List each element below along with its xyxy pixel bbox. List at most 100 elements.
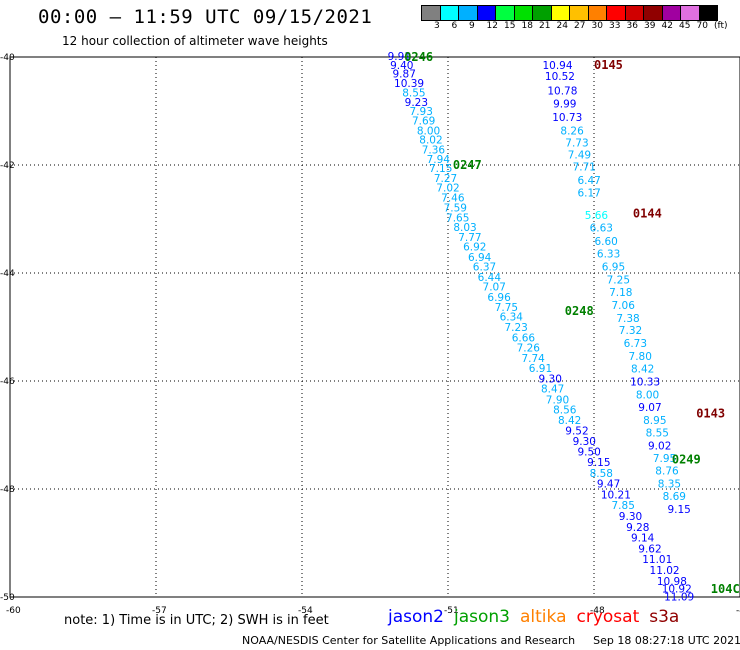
data-point-label: 7.94 <box>427 154 451 166</box>
data-point-label: 7.23 <box>504 322 527 334</box>
data-point-label: 7.65 <box>446 212 469 224</box>
data-point-label: 6.94 <box>468 252 492 264</box>
legend-swatch <box>624 5 644 21</box>
data-point-label: 9.91 <box>388 51 411 63</box>
legend-swatch <box>680 5 700 21</box>
data-point-label: 9.40 <box>390 60 413 72</box>
data-point-label: 8.00 <box>417 125 440 137</box>
data-point-label: 8.00 <box>636 390 659 402</box>
y-tick-label: -46 <box>0 377 15 387</box>
data-point-label: 9.14 <box>631 533 655 545</box>
data-point-label: 7.80 <box>629 351 652 363</box>
track-label: 0247 <box>453 158 482 172</box>
legend-label: 12 <box>486 21 498 31</box>
data-point-label: 6.34 <box>500 312 524 324</box>
data-point-label: 8.95 <box>643 415 666 427</box>
data-point-label: 6.33 <box>597 249 620 261</box>
data-point-label: 6.44 <box>478 272 502 284</box>
data-point-label: 7.49 <box>568 150 591 162</box>
data-point-label: 7.07 <box>483 282 506 294</box>
data-point-label: 9.30 <box>619 511 642 523</box>
data-point-label: 10.94 <box>542 60 572 72</box>
chart-subtitle: 12 hour collection of altimeter wave hei… <box>62 34 328 48</box>
data-point-label: 7.46 <box>441 192 465 204</box>
data-point-label: 7.02 <box>436 183 459 195</box>
legend-swatch <box>495 5 515 21</box>
data-point-label: 8.42 <box>558 415 581 427</box>
data-point-label: 10.92 <box>662 583 692 595</box>
data-point-label: 10.78 <box>547 85 577 97</box>
legend-label: 42 <box>661 21 673 31</box>
data-point-label: 7.85 <box>612 500 635 512</box>
legend-label: 18 <box>521 21 533 31</box>
data-point-label: 10.33 <box>630 377 660 389</box>
legend-swatch <box>458 5 478 21</box>
legend-label: 3 <box>434 21 440 31</box>
x-tick-label: -60 <box>6 606 21 616</box>
legend-swatch <box>643 5 663 21</box>
track-label: 0145 <box>594 58 623 72</box>
data-point-label: 9.15 <box>667 504 690 516</box>
y-tick-label: -48 <box>0 485 15 495</box>
data-point-label: 8.26 <box>560 125 584 137</box>
y-tick-labels: -40 -42 -44 -46 -48 -50 <box>0 53 15 603</box>
data-point-label: 7.38 <box>616 313 639 325</box>
data-point-label: 6.96 <box>487 292 511 304</box>
x-tick-label: -51 <box>444 606 459 616</box>
legend-label: 6 <box>451 21 458 31</box>
data-point-label: 6.17 <box>577 188 600 200</box>
legend-swatch <box>550 5 570 21</box>
data-point-label: 6.91 <box>529 363 552 375</box>
data-point-label: 9.23 <box>405 97 428 109</box>
satellite-legend: jason2 jason3 altika cryosat s3a <box>388 607 689 627</box>
color-scale-legend <box>421 5 718 21</box>
data-point-label: 7.74 <box>521 353 545 365</box>
data-point-label: 8.69 <box>663 491 686 503</box>
legend-label: 21 <box>539 21 551 31</box>
data-point-label: 7.95 <box>653 453 676 465</box>
legend-label: 45 <box>679 21 691 31</box>
data-point-label: 9.47 <box>597 479 620 491</box>
data-point-label: 7.75 <box>495 302 518 314</box>
track-label: 0144 <box>633 207 662 221</box>
grid-lines <box>10 56 740 598</box>
track-label: 0246 <box>404 50 433 64</box>
data-point-label: 6.95 <box>602 262 625 274</box>
data-point-label: 9.30 <box>539 373 562 385</box>
y-tick-label: -42 <box>0 161 15 171</box>
data-point-label: 6.60 <box>594 236 617 248</box>
data-point-label: 7.90 <box>546 394 569 406</box>
data-point-label: 10.21 <box>601 489 631 501</box>
data-point-label: 7.25 <box>607 274 630 286</box>
data-point-label: 8.42 <box>631 364 654 376</box>
data-point-label: 9.62 <box>638 543 661 555</box>
data-point-label: 11.01 <box>642 554 672 566</box>
x-tick-label: -48 <box>590 606 605 616</box>
legend-swatch <box>513 5 533 21</box>
satellite-name: cryosat <box>576 607 640 627</box>
data-point-label: 7.26 <box>517 343 541 355</box>
data-point-label: 7.36 <box>422 144 446 156</box>
legend-swatch <box>661 5 681 21</box>
footnote: note: 1) Time is in UTC; 2) SWH is in fe… <box>64 613 329 628</box>
data-point-label: 8.55 <box>646 427 669 439</box>
data-point-label: 8.02 <box>419 135 442 147</box>
y-tick-label: -40 <box>0 53 15 63</box>
credit-text: NOAA/NESDIS Center for Satellite Applica… <box>242 634 576 647</box>
data-point-label: 10.52 <box>545 71 575 83</box>
legend-label: 70 <box>696 21 708 31</box>
legend-label: 39 <box>644 21 656 31</box>
legend-label: 30 <box>591 21 603 31</box>
legend-swatch <box>606 5 626 21</box>
data-point-label: 9.28 <box>626 522 649 534</box>
data-point-label: 10.73 <box>552 112 582 124</box>
legend-swatch <box>421 5 441 21</box>
data-point-label: 7.59 <box>444 203 467 215</box>
satellite-name: jason3 <box>454 607 510 627</box>
track-label: 0248 <box>565 304 594 318</box>
data-point-label: 7.15 <box>429 163 452 175</box>
legend-swatch <box>698 5 718 21</box>
wave-height-points: 9.919.409.8710.398.559.237.937.698.008.0… <box>388 51 695 604</box>
data-point-label: 8.55 <box>402 88 425 100</box>
